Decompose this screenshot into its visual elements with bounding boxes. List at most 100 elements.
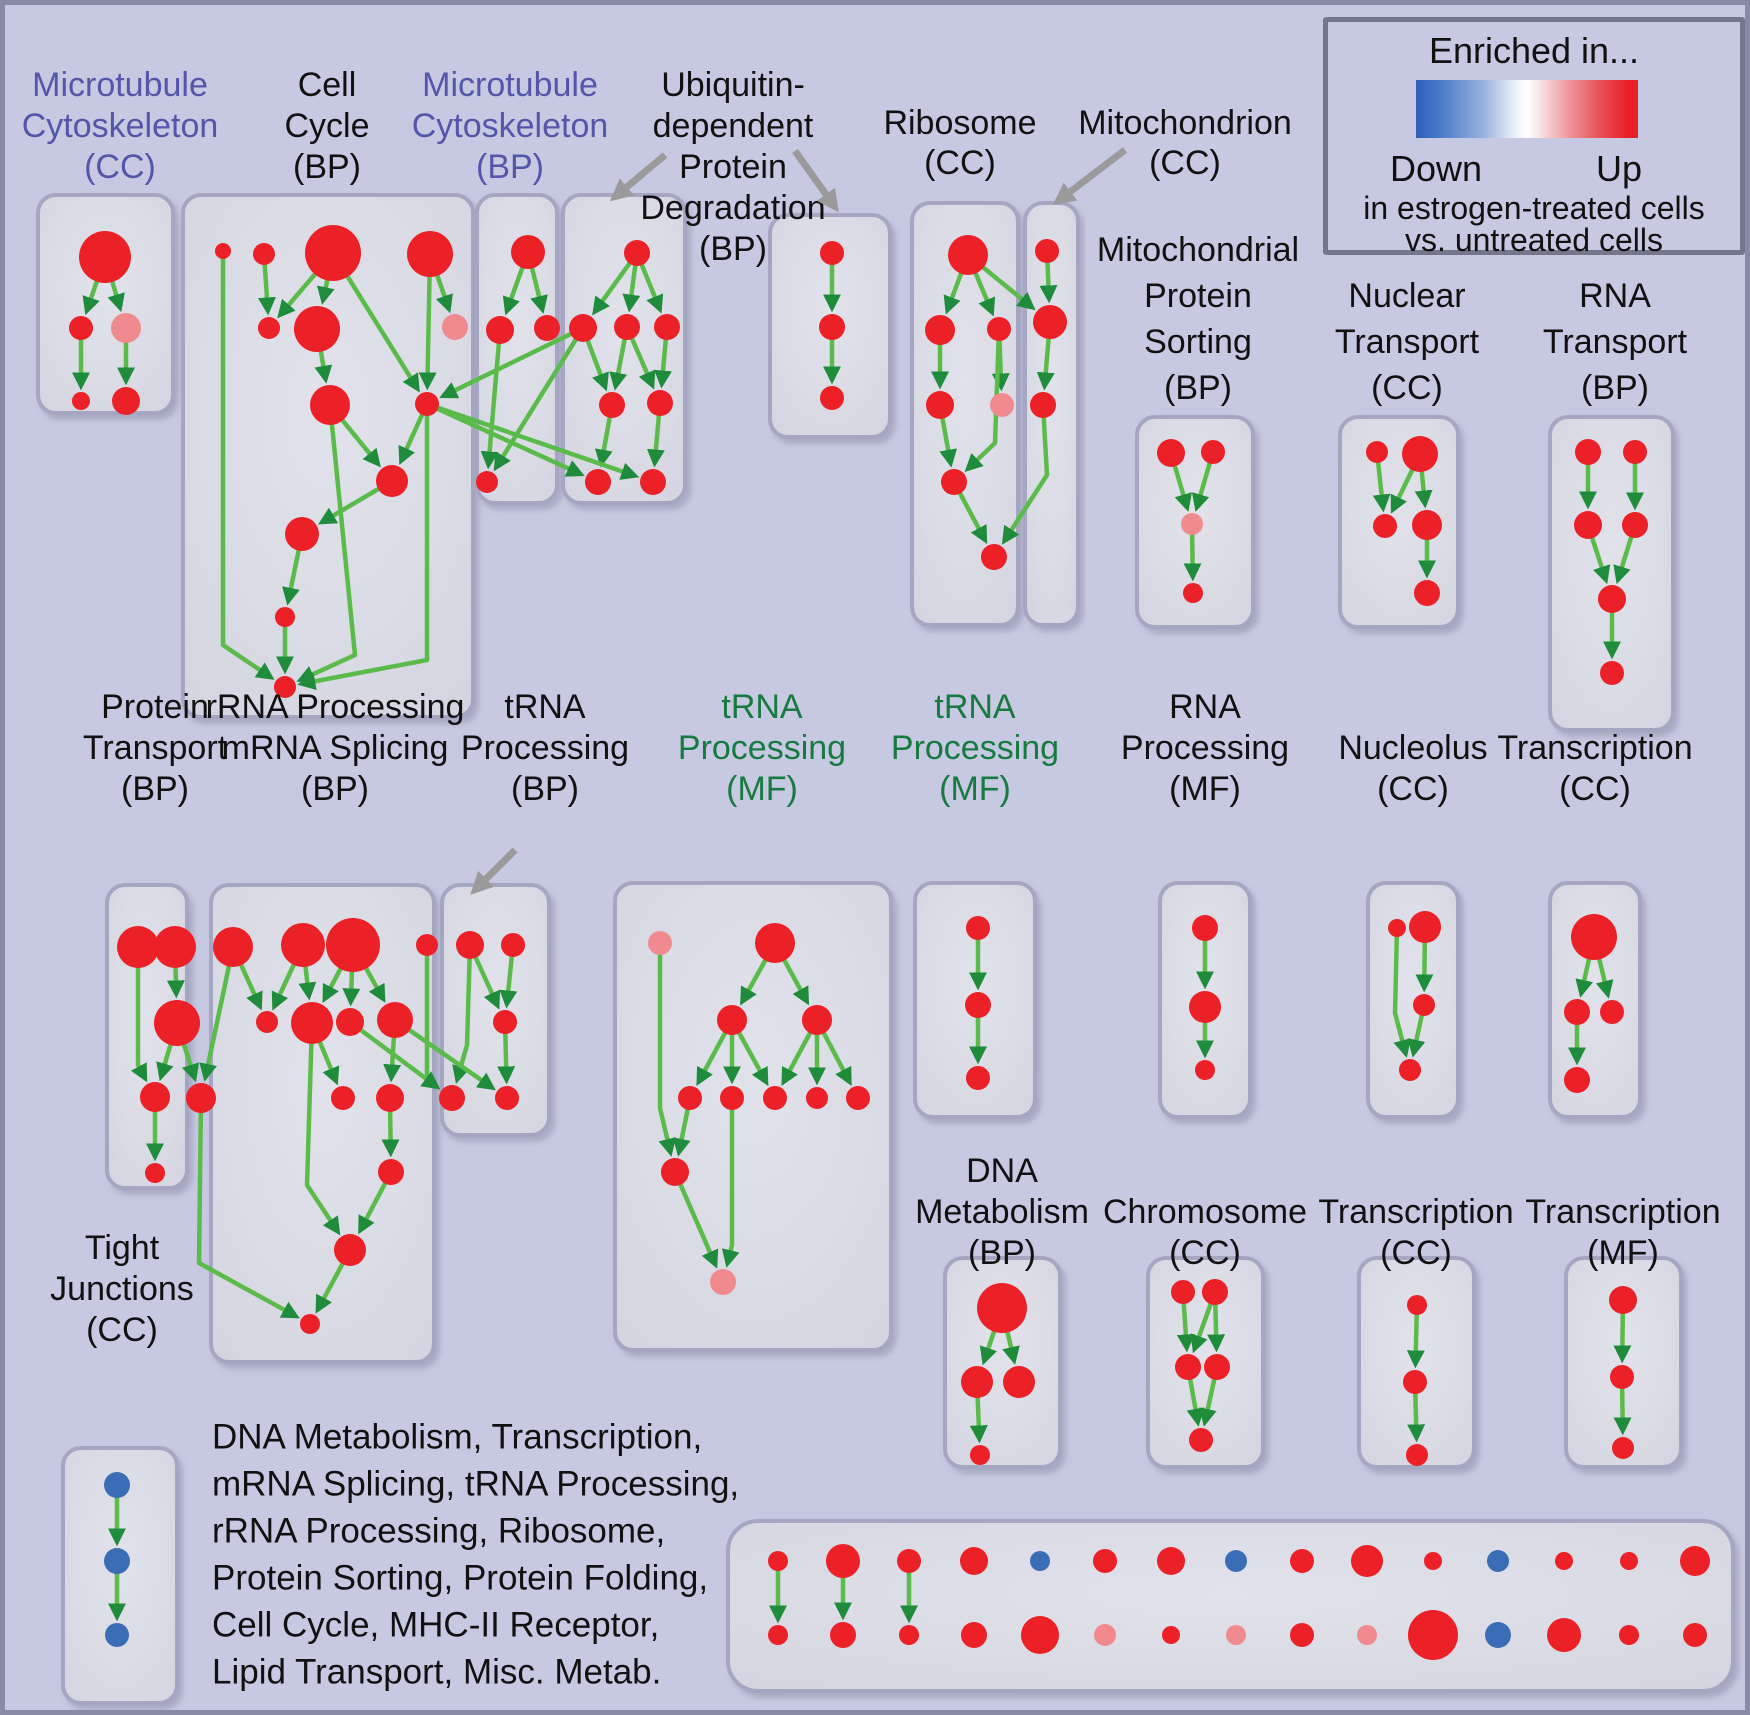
cluster-label-dna_metabolism: (BP) [968, 1234, 1036, 1272]
go-term-node-mt_bp [511, 235, 545, 269]
cluster-label-rna_proc_mf: (MF) [1169, 770, 1241, 808]
go-term-node-transcription_cc_a [1564, 1067, 1590, 1093]
cluster-label-protein_transport: Protein [101, 688, 209, 726]
nodes-layer [69, 225, 1710, 1660]
go-term-node-rrna [416, 934, 438, 956]
cluster-label-trna_bp: (BP) [511, 770, 579, 808]
go-term-node-mito_sorting [1201, 440, 1225, 464]
cluster-label-rna_transport: Transport [1543, 323, 1688, 361]
cluster-label-transcription_cc_a: Transcription [1497, 729, 1692, 767]
go-term-node-cell_cycle [305, 225, 361, 281]
cluster-label-chromosome: Chromosome [1103, 1193, 1307, 1231]
go-term-node-mito [1033, 305, 1067, 339]
go-term-node-rna_proc_mf [1195, 1060, 1215, 1080]
go-term-node-trna_mf_a [661, 1158, 689, 1186]
misc-categories-note: rRNA Processing, Ribosome, [212, 1512, 665, 1551]
enrichment-edge-trna_mf_a [721, 1098, 740, 1268]
cluster-label-mito_sorting: Sorting [1144, 323, 1252, 361]
go-term-node-transcription_cc_b [1406, 1444, 1428, 1466]
go-term-node-trna_bp [501, 933, 525, 957]
go-term-node-misc [960, 1547, 988, 1575]
go-term-node-nuclear_transport [1366, 441, 1388, 463]
cluster-label-ubiquitin: Ubiquitin- [661, 66, 805, 104]
cluster-label-transcription_mf: Transcription [1525, 1193, 1720, 1231]
cluster-label-nuclear_transport: Nuclear [1348, 277, 1465, 315]
cluster-label-trna_mf_a: tRNA [721, 688, 803, 726]
go-term-node-rna_transport [1622, 512, 1648, 538]
go-term-node-rrna [281, 923, 325, 967]
go-term-node-trna_mf_a [678, 1086, 702, 1110]
go-term-node-ubiquitin [585, 469, 611, 495]
go-term-node-misc [1157, 1547, 1185, 1575]
annotation-arrow [792, 148, 839, 213]
go-term-node-rna_proc_mf [1189, 991, 1221, 1023]
go-term-node-trna_mf_b [966, 916, 990, 940]
enrichment-edge-rrna [196, 1097, 300, 1319]
go-term-node-trna_mf_b [965, 992, 991, 1018]
go-term-node-rrna [336, 1008, 364, 1036]
go-term-node-tight_junctions [105, 1623, 129, 1647]
go-term-node-ribosome [926, 391, 954, 419]
go-term-node-ribosome [990, 393, 1014, 417]
misc-categories-note: Protein Sorting, Protein Folding, [212, 1559, 708, 1598]
go-term-node-misc [1290, 1549, 1314, 1573]
enrichment-edge-mt_bp [480, 329, 503, 470]
go-term-node-rrna [378, 1159, 404, 1185]
go-term-node-trna_mf_a [648, 931, 672, 955]
go-term-node-ubiquitin [624, 240, 650, 266]
go-term-node-nuclear_transport [1414, 580, 1440, 606]
go-term-node-transcription_cc_b [1403, 1370, 1427, 1394]
go-term-node-nucleolus [1399, 1059, 1421, 1081]
cluster-label-ubiquitin: Degradation [640, 189, 825, 227]
go-term-node-misc [1351, 1545, 1383, 1577]
go-term-node-trna_mf_a [710, 1269, 736, 1295]
go-term-node-transcription_cc_a [1571, 914, 1617, 960]
go-term-node-ribosome [981, 544, 1007, 570]
enrichment-edge-cross [348, 1020, 441, 1090]
enrichment-edge-rrna [199, 946, 236, 1082]
annotation-arrows-layer [470, 147, 1128, 895]
go-term-node-misc [1424, 1552, 1442, 1570]
enrichment-edge-nucleolus [1392, 927, 1411, 1058]
go-term-node-misc [899, 1625, 919, 1645]
go-term-node-rrna [377, 1002, 413, 1038]
go-term-node-trna_mf_a [846, 1086, 870, 1110]
go-term-node-misc [826, 1544, 860, 1578]
go-term-node-cell_cycle [258, 317, 280, 339]
go-term-node-trna_mf_a [755, 923, 795, 963]
cluster-label-dna_metabolism: DNA [966, 1152, 1038, 1190]
go-term-node-mito [1035, 239, 1059, 263]
cluster-label-ubiquitin: dependent [653, 107, 814, 145]
go-term-node-protein_transport [140, 1082, 170, 1112]
cluster-label-rrna: rRNA Processing [206, 688, 465, 726]
go-term-node-trna_bp [439, 1085, 465, 1111]
go-term-node-nuclear_transport [1402, 436, 1438, 472]
go-term-node-rna_proc_mf [1192, 915, 1218, 941]
cluster-label-transcription_cc_b: Transcription [1318, 1193, 1513, 1231]
misc-categories-note: mRNA Splicing, tRNA Processing, [212, 1465, 739, 1504]
cluster-label-mito: (CC) [1149, 144, 1221, 182]
go-term-node-cell_cycle [275, 607, 295, 627]
cluster-label-mt_bp: (BP) [476, 148, 544, 186]
go-term-node-cell_cycle [253, 243, 275, 265]
go-term-node-mt_cc [112, 387, 140, 415]
go-term-node-rrna [300, 1314, 320, 1334]
go-term-node-trna_bp [493, 1010, 517, 1034]
go-term-node-rrna [326, 918, 380, 972]
cluster-label-rna_transport: (BP) [1581, 369, 1649, 407]
cluster-label-rna_proc_mf: Processing [1121, 729, 1289, 767]
go-term-node-rna_transport [1575, 439, 1601, 465]
cluster-box-nucleolus [1366, 881, 1460, 1119]
cluster-label-mt_bp: Microtubule [422, 66, 598, 104]
go-term-node-misc [1021, 1616, 1059, 1654]
go-term-node-misc [1093, 1549, 1117, 1573]
figure-canvas: MicrotubuleCytoskeleton(CC)CellCycle(BP)… [22, 66, 1735, 1705]
go-term-node-protein_transport [117, 926, 159, 968]
go-term-node-mt_bp [486, 316, 514, 344]
cluster-label-transcription_cc_b: (CC) [1380, 1234, 1452, 1272]
cluster-label-chromosome: (CC) [1169, 1234, 1241, 1272]
annotation-arrow [470, 847, 518, 895]
cluster-label-cell_cycle: Cycle [284, 107, 369, 145]
go-term-node-rrna [376, 1084, 404, 1112]
